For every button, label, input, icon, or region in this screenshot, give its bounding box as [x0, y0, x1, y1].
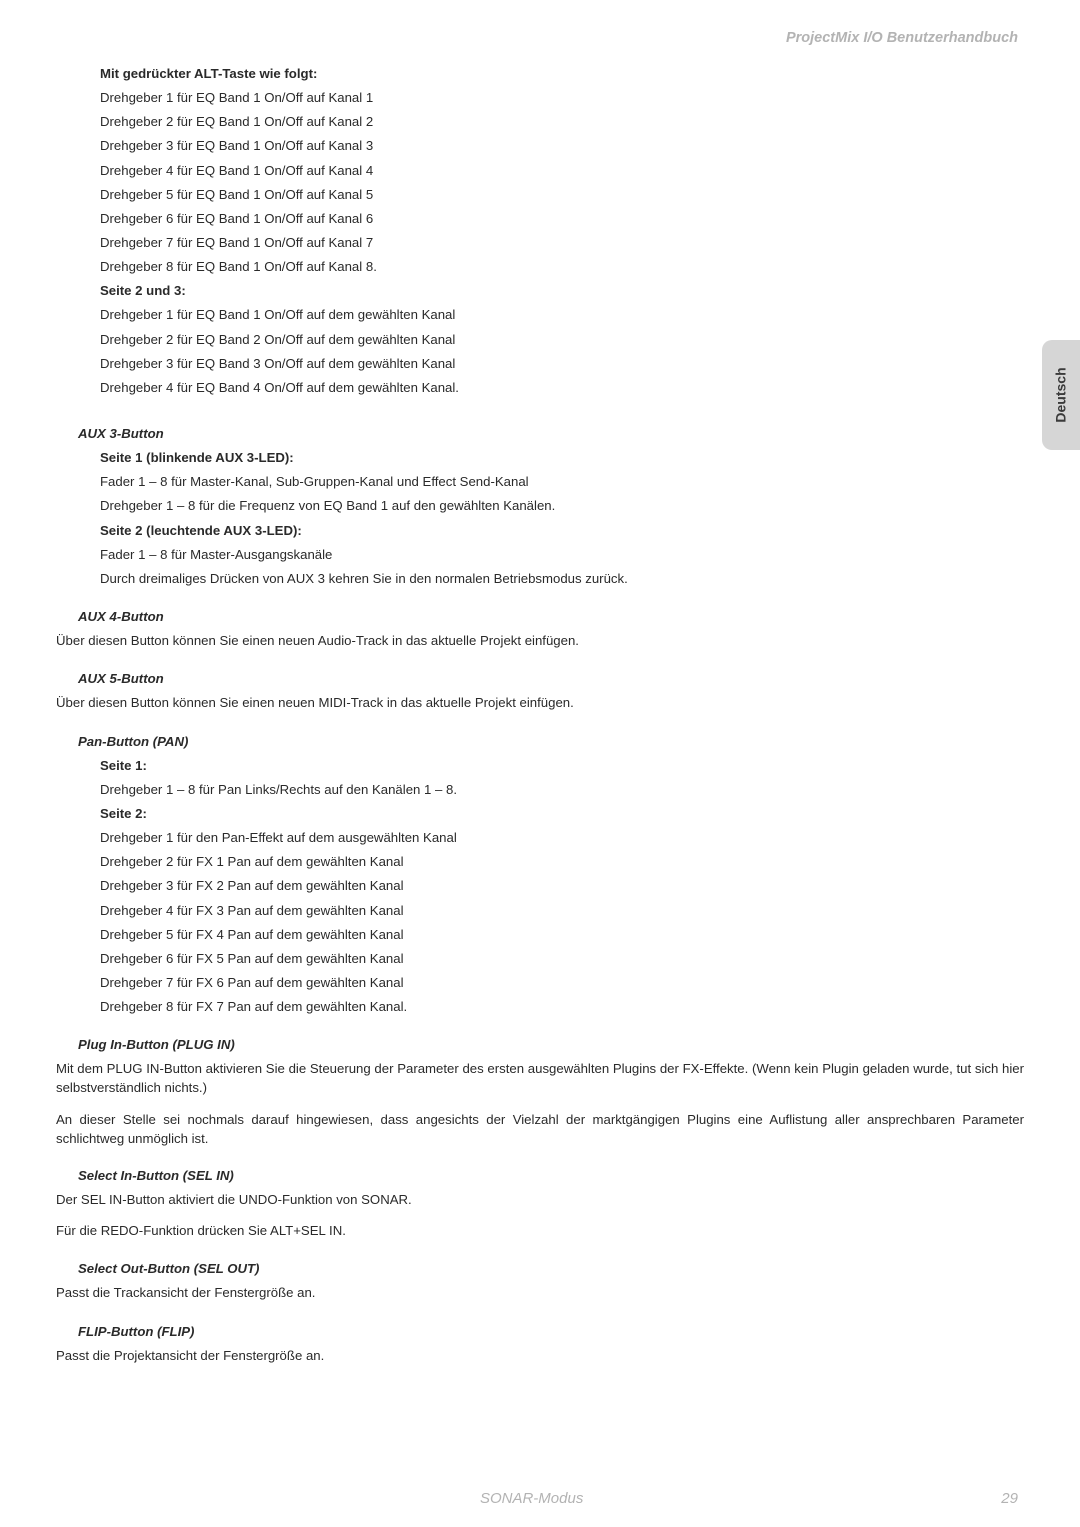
selin-para2: Für die REDO-Funktion drücken Sie ALT+SE…	[56, 1221, 1024, 1240]
alt-line: Drehgeber 3 für EQ Band 1 On/Off auf Kan…	[100, 136, 1024, 155]
alt-line: Drehgeber 4 für EQ Band 1 On/Off auf Kan…	[100, 161, 1024, 180]
aux5-text: Über diesen Button können Sie einen neue…	[56, 693, 1024, 712]
aux3-heading: AUX 3-Button	[78, 424, 1024, 443]
aux3-p1-line: Drehgeber 1 – 8 für die Frequenz von EQ …	[100, 496, 1024, 515]
aux3-p2-line: Fader 1 – 8 für Master-Ausgangskanäle	[100, 545, 1024, 564]
pan-p2-line: Drehgeber 3 für FX 2 Pan auf dem gewählt…	[100, 876, 1024, 895]
body-text: Mit gedrückter ALT-Taste wie folgt: Dreh…	[56, 64, 1024, 1365]
selin-para1: Der SEL IN-Button aktiviert die UNDO-Fun…	[56, 1190, 1024, 1209]
pan-p2-heading: Seite 2:	[100, 804, 1024, 823]
footer-mode: SONAR-Modus	[480, 1490, 583, 1507]
pan-p2-line: Drehgeber 1 für den Pan-Effekt auf dem a…	[100, 828, 1024, 847]
alt-sub23-line: Drehgeber 2 für EQ Band 2 On/Off auf dem…	[100, 330, 1024, 349]
language-tab: Deutsch	[1042, 340, 1080, 450]
alt-sub23-line: Drehgeber 3 für EQ Band 3 On/Off auf dem…	[100, 354, 1024, 373]
alt-sub23-line: Drehgeber 1 für EQ Band 1 On/Off auf dem…	[100, 305, 1024, 324]
alt-sub23-heading: Seite 2 und 3:	[100, 281, 1024, 300]
page-footer: SONAR-Modus 29	[0, 1490, 1080, 1507]
page-content: ProjectMix I/O Benutzerhandbuch Mit gedr…	[56, 30, 1024, 1477]
selin-heading: Select In-Button (SEL IN)	[78, 1166, 1024, 1185]
selout-text: Passt die Trackansicht der Fenstergröße …	[56, 1283, 1024, 1302]
aux3-p1-line: Fader 1 – 8 für Master-Kanal, Sub-Gruppe…	[100, 472, 1024, 491]
aux4-text: Über diesen Button können Sie einen neue…	[56, 631, 1024, 650]
alt-line: Drehgeber 7 für EQ Band 1 On/Off auf Kan…	[100, 233, 1024, 252]
pan-p1-line: Drehgeber 1 – 8 für Pan Links/Rechts auf…	[100, 780, 1024, 799]
selout-heading: Select Out-Button (SEL OUT)	[78, 1259, 1024, 1278]
document-title: ProjectMix I/O Benutzerhandbuch	[56, 30, 1024, 46]
aux5-heading: AUX 5-Button	[78, 669, 1024, 688]
alt-line: Drehgeber 6 für EQ Band 1 On/Off auf Kan…	[100, 209, 1024, 228]
pan-p2-line: Drehgeber 4 für FX 3 Pan auf dem gewählt…	[100, 901, 1024, 920]
pan-p2-line: Drehgeber 8 für FX 7 Pan auf dem gewählt…	[100, 997, 1024, 1016]
pan-p2-line: Drehgeber 2 für FX 1 Pan auf dem gewählt…	[100, 852, 1024, 871]
alt-sub23-line: Drehgeber 4 für EQ Band 4 On/Off auf dem…	[100, 378, 1024, 397]
flip-heading: FLIP-Button (FLIP)	[78, 1322, 1024, 1341]
alt-line: Drehgeber 2 für EQ Band 1 On/Off auf Kan…	[100, 112, 1024, 131]
alt-line: Drehgeber 1 für EQ Band 1 On/Off auf Kan…	[100, 88, 1024, 107]
alt-line: Drehgeber 8 für EQ Band 1 On/Off auf Kan…	[100, 257, 1024, 276]
aux3-p2-heading: Seite 2 (leuchtende AUX 3-LED):	[100, 521, 1024, 540]
aux3-p1-heading: Seite 1 (blinkende AUX 3-LED):	[100, 448, 1024, 467]
aux4-heading: AUX 4-Button	[78, 607, 1024, 626]
plugin-heading: Plug In-Button (PLUG IN)	[78, 1035, 1024, 1054]
pan-p1-heading: Seite 1:	[100, 756, 1024, 775]
pan-p2-line: Drehgeber 5 für FX 4 Pan auf dem gewählt…	[100, 925, 1024, 944]
language-tab-label: Deutsch	[1053, 367, 1069, 422]
alt-line: Drehgeber 5 für EQ Band 1 On/Off auf Kan…	[100, 185, 1024, 204]
pan-heading: Pan-Button (PAN)	[78, 732, 1024, 751]
pan-p2-line: Drehgeber 6 für FX 5 Pan auf dem gewählt…	[100, 949, 1024, 968]
plugin-para2: An dieser Stelle sei nochmals darauf hin…	[56, 1110, 1024, 1148]
alt-heading: Mit gedrückter ALT-Taste wie folgt:	[100, 64, 1024, 83]
footer-page-number: 29	[1001, 1490, 1018, 1507]
aux3-p2-line: Durch dreimaliges Drücken von AUX 3 kehr…	[100, 569, 1024, 588]
plugin-para1: Mit dem PLUG IN-Button aktivieren Sie di…	[56, 1059, 1024, 1097]
flip-text: Passt die Projektansicht der Fenstergröß…	[56, 1346, 1024, 1365]
pan-p2-line: Drehgeber 7 für FX 6 Pan auf dem gewählt…	[100, 973, 1024, 992]
